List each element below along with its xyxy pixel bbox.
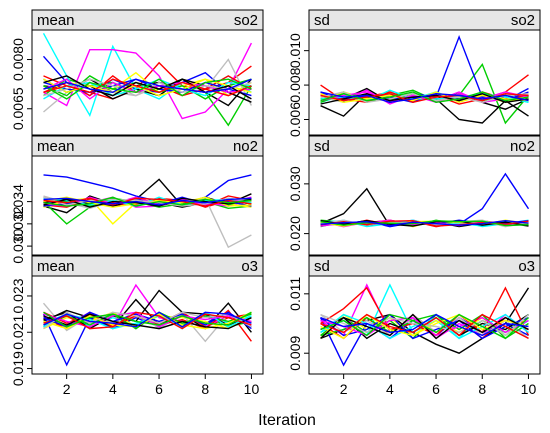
y-tick-label: 0.011 bbox=[287, 277, 303, 311]
series-line bbox=[43, 313, 252, 330]
y-tick-label: 0.0065 bbox=[10, 87, 26, 130]
y-tick-label: 0.032 bbox=[10, 206, 26, 241]
strip-stat-label: mean bbox=[37, 138, 75, 155]
y-tick-label: 0.009 bbox=[287, 335, 303, 370]
y-tick-label: 0.034 bbox=[10, 184, 26, 219]
series-line bbox=[43, 42, 253, 120]
strip-stat-label: sd bbox=[314, 138, 330, 155]
x-tick-label: 2 bbox=[63, 381, 71, 397]
series-group bbox=[42, 32, 253, 127]
strip-variable-label: o3 bbox=[241, 258, 258, 275]
y-tick-label: 0.030 bbox=[287, 166, 303, 201]
panel-strip bbox=[308, 135, 541, 157]
strip-stat-label: mean bbox=[37, 258, 75, 275]
series-line bbox=[43, 78, 252, 94]
strip-variable-label: so2 bbox=[234, 12, 258, 29]
series-line bbox=[320, 219, 529, 227]
x-tick-label: 6 bbox=[432, 381, 440, 397]
x-tick-label: 6 bbox=[155, 381, 163, 397]
series-line bbox=[43, 197, 252, 206]
y-tick-label: 0.0080 bbox=[10, 38, 26, 81]
strip-stat-label: sd bbox=[314, 12, 330, 29]
series-line bbox=[320, 313, 529, 337]
panel-strip bbox=[308, 9, 541, 31]
y-tick-label: 0.030 bbox=[10, 228, 26, 263]
y-tick-label: 0.020 bbox=[287, 216, 303, 251]
strip-variable-label: no2 bbox=[510, 138, 535, 155]
series-line bbox=[320, 219, 529, 227]
x-tick-label: 10 bbox=[244, 381, 260, 397]
x-tick-label: 10 bbox=[521, 381, 537, 397]
x-tick-label: 4 bbox=[109, 381, 117, 397]
series-group bbox=[320, 34, 530, 125]
series-line bbox=[320, 313, 529, 340]
series-line bbox=[320, 91, 529, 104]
panel-mean-so2: mean so2 0.0065 0.0080 bbox=[10, 9, 264, 136]
series-line bbox=[320, 91, 529, 104]
panel-strip bbox=[308, 255, 541, 277]
y-tick-label: 0.023 bbox=[10, 278, 26, 313]
series-line bbox=[43, 311, 252, 328]
series-group bbox=[319, 283, 530, 367]
series-group bbox=[42, 283, 252, 367]
strip-stat-label: sd bbox=[314, 258, 330, 275]
series-line bbox=[43, 311, 252, 328]
strip-variable-label: no2 bbox=[233, 138, 258, 155]
strip-variable-label: so2 bbox=[511, 12, 535, 29]
strip-stat-label: mean bbox=[37, 12, 75, 29]
series-line bbox=[43, 78, 252, 100]
x-tick-label: 8 bbox=[478, 381, 486, 397]
series-line bbox=[320, 91, 529, 104]
y-tick-label: 0.019 bbox=[10, 351, 26, 386]
strip-variable-label: o3 bbox=[518, 258, 535, 275]
x-tick-label: 8 bbox=[201, 381, 209, 397]
series-group bbox=[43, 174, 252, 249]
series-group bbox=[320, 172, 530, 228]
x-tick-label: 2 bbox=[340, 381, 348, 397]
y-tick-label: 0.010 bbox=[287, 33, 303, 68]
y-tick-label: 0.021 bbox=[10, 315, 26, 350]
series-line bbox=[320, 313, 529, 340]
x-axis-title: Iteration bbox=[258, 412, 316, 429]
series-line bbox=[43, 78, 252, 97]
y-tick-label: 0.008 bbox=[287, 67, 303, 102]
panel-sd-o3: sd o3 0.009 0.011 2 4 6 8 10 bbox=[287, 255, 541, 397]
x-tick-label: 4 bbox=[386, 381, 394, 397]
y-tick-label: 0.006 bbox=[287, 102, 303, 137]
panel-plot-area bbox=[308, 155, 541, 256]
panel-sd-no2: sd no2 0.020 0.030 bbox=[287, 135, 541, 256]
panel-plot-area bbox=[308, 29, 541, 136]
